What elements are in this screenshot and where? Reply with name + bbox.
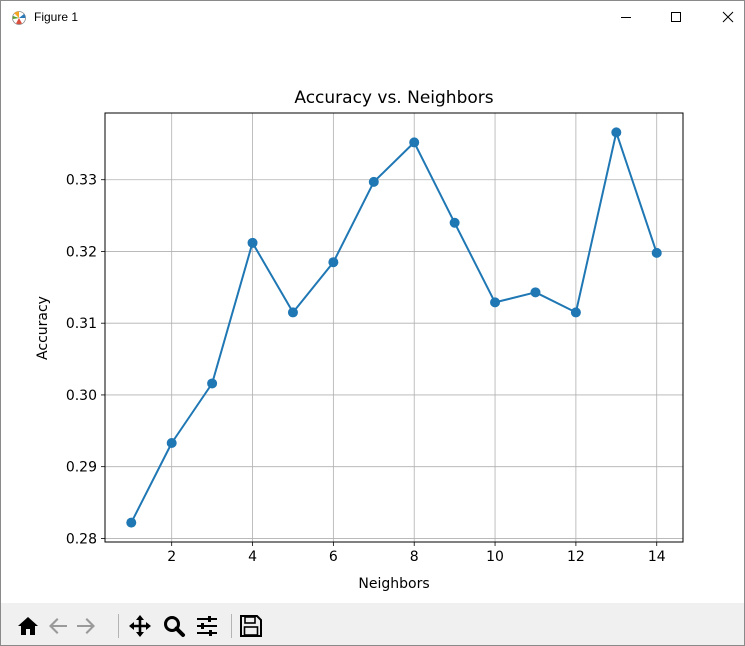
x-tick-label: 4 [248, 549, 257, 565]
data-point [409, 137, 420, 148]
figure-canvas[interactable]: Accuracy vs. Neighbors 2 4 6 8 10 12 14 0.28 0.2… [1, 33, 744, 603]
pan-move-icon [127, 613, 153, 639]
zoom-magnifier-icon [161, 613, 187, 639]
matplotlib-logo-icon [10, 8, 30, 26]
y-tick-label: 0.32 [66, 244, 97, 260]
grid-lines [105, 113, 683, 542]
data-point [328, 257, 339, 268]
title-bar[interactable]: Figure 1 [1, 1, 744, 33]
save-button[interactable] [238, 613, 264, 639]
accuracy-chart: Accuracy vs. Neighbors 2 4 6 8 10 12 14 0.28 0.2… [35, 88, 684, 592]
x-axis-label: Neighbors [358, 576, 429, 592]
data-point [570, 307, 581, 318]
toolbar-separator [118, 614, 119, 638]
data-point [166, 438, 177, 448]
data-point [490, 297, 501, 308]
y-tick-label: 0.28 [66, 531, 97, 547]
zoom-button[interactable] [161, 613, 187, 639]
y-axis-label: Accuracy [35, 296, 51, 360]
x-tick-label: 2 [167, 549, 176, 565]
y-tick-label: 0.33 [66, 173, 97, 189]
back-button[interactable] [45, 613, 71, 639]
save-disk-icon [238, 613, 264, 639]
chart-title: Accuracy vs. Neighbors [294, 88, 493, 108]
home-icon [15, 613, 41, 639]
data-point [651, 247, 662, 258]
data-point [368, 176, 379, 187]
data-point [530, 287, 541, 298]
x-tick-label: 8 [410, 549, 419, 565]
forward-arrow-icon [73, 613, 99, 639]
y-tick-label: 0.29 [66, 460, 97, 476]
forward-button[interactable] [73, 613, 99, 639]
data-point [449, 217, 460, 228]
close-icon [722, 8, 734, 27]
configure-subplots-button[interactable] [194, 613, 220, 639]
navigation-toolbar [1, 603, 744, 645]
close-button[interactable] [705, 1, 745, 33]
maximize-icon [670, 8, 682, 27]
subplots-sliders-icon [194, 613, 220, 639]
maximize-button[interactable] [653, 1, 699, 33]
data-point [247, 237, 258, 248]
data-point [207, 378, 218, 389]
minimize-button[interactable] [603, 1, 649, 33]
home-button[interactable] [15, 613, 41, 639]
series-layer [126, 127, 662, 528]
x-tick-label: 6 [329, 549, 338, 565]
axes-frame [104, 112, 684, 543]
x-tick-label: 12 [567, 549, 585, 565]
x-tick-label: 10 [486, 549, 504, 565]
y-tick-label: 0.30 [66, 388, 97, 404]
series-line [130, 131, 658, 524]
data-point [126, 517, 137, 528]
data-point [611, 127, 622, 138]
x-tick-label: 14 [648, 549, 666, 565]
pan-button[interactable] [127, 613, 153, 639]
y-tick-label: 0.31 [66, 316, 97, 332]
minimize-icon [620, 8, 632, 27]
toolbar-separator [231, 614, 232, 638]
back-arrow-icon [45, 613, 71, 639]
data-point [287, 307, 298, 318]
window-title: Figure 1 [34, 10, 79, 24]
tick-layer: 2 4 6 8 10 12 14 0.28 0.29 0.30 0.31 0.32 0.33 [66, 173, 666, 565]
